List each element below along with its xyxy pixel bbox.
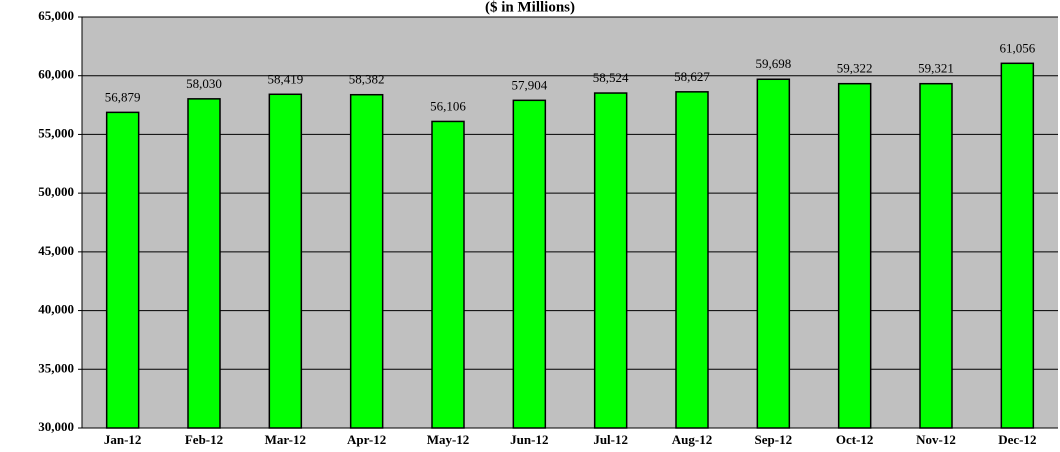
y-tick-label: 45,000: [38, 243, 74, 258]
y-tick-label: 50,000: [38, 184, 74, 199]
bar: [105, 111, 140, 429]
x-tick-label: Mar-12: [265, 432, 306, 447]
data-label: 57,904: [511, 77, 547, 92]
data-label: 59,698: [755, 56, 791, 71]
y-tick-label: 65,000: [38, 8, 74, 23]
bar: [675, 91, 709, 429]
data-label: 59,322: [837, 61, 873, 76]
bar: [512, 99, 547, 429]
data-label: 61,056: [999, 40, 1035, 55]
x-tick-label: Nov-12: [916, 432, 956, 447]
data-label: 58,030: [186, 76, 222, 91]
y-tick-label: 60,000: [38, 67, 74, 82]
x-tick-label: Apr-12: [347, 432, 386, 447]
plot-area: [82, 17, 1058, 428]
data-label: 56,879: [105, 89, 141, 104]
y-tick-label: 55,000: [38, 125, 74, 140]
x-tick-label: Jan-12: [104, 432, 142, 447]
bar: [268, 93, 303, 429]
data-label: 58,627: [674, 69, 710, 84]
bar: [431, 120, 465, 429]
y-tick-label: 30,000: [38, 419, 74, 434]
y-tick-label: 35,000: [38, 360, 74, 375]
bar: [349, 93, 384, 429]
bar: [593, 92, 628, 429]
x-tick-label: Aug-12: [672, 432, 712, 447]
data-label: 56,106: [430, 98, 466, 113]
bar: [1000, 62, 1035, 429]
data-label: 58,524: [593, 70, 629, 85]
data-label: 58,382: [349, 72, 385, 87]
x-tick-label: Feb-12: [185, 432, 223, 447]
bar: [756, 78, 791, 429]
chart-subtitle: ($ in Millions): [485, 0, 575, 15]
x-tick-label: Dec-12: [998, 432, 1036, 447]
x-tick-label: Jun-12: [510, 432, 548, 447]
y-tick-label: 40,000: [38, 302, 74, 317]
x-tick-label: May-12: [427, 432, 470, 447]
data-label: 59,321: [918, 61, 954, 76]
bar: [919, 82, 953, 429]
x-tick-label: Jul-12: [593, 432, 628, 447]
bar: [837, 82, 872, 429]
x-tick-label: Sep-12: [755, 432, 793, 447]
x-tick-label: Oct-12: [836, 432, 874, 447]
data-label: 58,419: [267, 71, 303, 86]
bar: [187, 98, 221, 429]
